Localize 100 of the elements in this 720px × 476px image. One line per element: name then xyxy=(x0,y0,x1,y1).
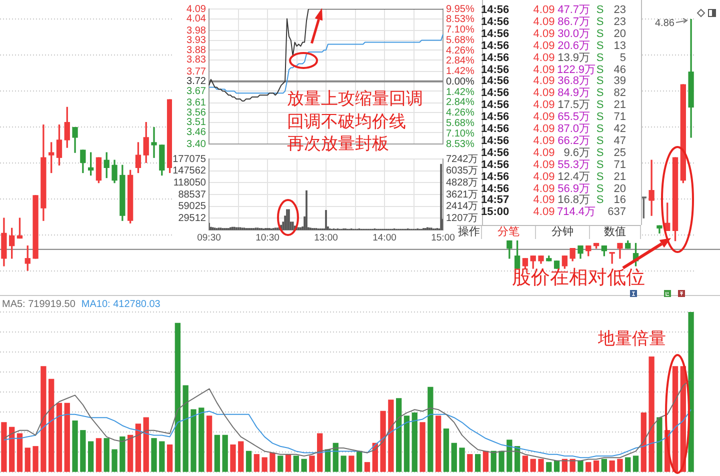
annotation: 17.5万 xyxy=(557,99,590,112)
annotation: 地量倍量 xyxy=(597,329,666,348)
annotation: 56.9万 xyxy=(557,182,590,194)
annotation: S xyxy=(595,146,605,159)
annotation: 14:56 xyxy=(481,134,510,147)
y2-tick-label: 4.26% xyxy=(446,108,474,119)
y-tick-label: 3.67 xyxy=(186,86,206,97)
annotation: 4.09 xyxy=(532,146,556,159)
annotation: S xyxy=(596,64,604,76)
y2-tick-label: 8.53% xyxy=(446,14,474,26)
y2-tick-label: 4.26% xyxy=(446,45,474,56)
annotation: 15:00 xyxy=(481,206,510,218)
annotation: 36.8万 xyxy=(557,75,590,88)
annotation: 47 xyxy=(612,134,626,147)
x-tick-label: 10:30 xyxy=(256,232,280,244)
annotation: 4.09 xyxy=(532,28,556,40)
annotation: 4.09 xyxy=(532,182,556,194)
annotation: 637 xyxy=(606,206,626,218)
annotation: 71 xyxy=(612,158,626,171)
category-label: 分钟 xyxy=(536,226,590,239)
annotation: S xyxy=(595,40,605,52)
annotation: 39 xyxy=(612,75,626,88)
y2-tick-label: 1.42% xyxy=(446,86,474,98)
y-tick-label: 3.61 xyxy=(186,98,206,109)
annotation: S xyxy=(595,16,605,28)
y2-tick-label: 2.84% xyxy=(446,56,474,67)
text: 4.09 xyxy=(532,4,556,16)
annotation: 25 xyxy=(612,146,626,159)
annotation: 4.09 xyxy=(532,194,556,206)
y2-tick-label: 6035万 xyxy=(446,166,478,177)
annotation: 14:56 xyxy=(481,52,510,64)
annotation: 14:56 xyxy=(481,40,510,52)
y-tick-label: 29512 xyxy=(178,212,206,224)
y-tick-label: 147562 xyxy=(172,166,206,177)
annotation: 4.09 xyxy=(532,111,556,124)
annotation: 84.9万 xyxy=(557,87,590,100)
annotation: 4.09 xyxy=(532,75,556,88)
annotation: 12.4万 xyxy=(557,170,590,183)
y-tick-label: 3.46 xyxy=(186,127,206,138)
annotation: 14:56 xyxy=(481,170,510,183)
annotation: 4.09 xyxy=(532,99,556,112)
annotation: 4.09 xyxy=(532,170,556,183)
y-tick-label: 3.88 xyxy=(186,44,206,56)
text: MA10: 412780.03 xyxy=(81,299,160,310)
annotation: 16 xyxy=(612,194,626,206)
annotation: 4.09 xyxy=(532,40,556,52)
y2-tick-label: 2.84% xyxy=(446,97,474,108)
annotation: S xyxy=(595,182,605,194)
annotation: 13 xyxy=(612,40,626,52)
y2-tick-label: 2414万 xyxy=(446,201,478,212)
y-tick-label: 59025 xyxy=(178,201,206,212)
annotation: 13.9万 xyxy=(557,52,590,64)
annotation: 4.09 xyxy=(533,206,555,218)
annotation: 14:56 xyxy=(481,182,510,194)
annotation: 46 xyxy=(612,64,626,76)
y-tick-label: 3.83 xyxy=(186,54,206,66)
annotation: 14:56 xyxy=(481,158,510,171)
y-tick-label: 3.72 xyxy=(186,76,206,88)
y2-tick-label: 9.95% xyxy=(446,4,474,15)
annotation: 122.9万 xyxy=(557,64,596,76)
y-tick-label: 3.93 xyxy=(186,35,206,46)
annotation: 4.09 xyxy=(532,52,556,64)
y2-tick-label: 5.68% xyxy=(446,118,474,129)
y2-tick-label: 1.42% xyxy=(446,66,474,78)
text: 47.7万 xyxy=(557,4,590,16)
y-tick-label: 3.77 xyxy=(186,66,206,78)
y2-tick-label: 8.53% xyxy=(446,138,474,150)
y2-tick-label: 0.00% xyxy=(446,76,474,88)
annotation: 股价在相对低位 xyxy=(512,268,645,289)
annotation: 14:56 xyxy=(481,146,510,159)
x-tick-label: 14:00 xyxy=(372,232,396,244)
annotation: 4.09 xyxy=(532,87,556,100)
text: 23 xyxy=(612,4,626,16)
annotation: 4.09 xyxy=(532,134,556,147)
annotation: 65.5万 xyxy=(557,111,590,124)
x-tick-label: 13:00 xyxy=(314,232,338,244)
annotation: 4.09 xyxy=(532,16,556,28)
category-label: 操作 xyxy=(457,226,482,239)
annotation: S xyxy=(595,99,605,112)
annotation: 4.09 xyxy=(532,123,556,135)
y-tick-label: 4.04 xyxy=(186,14,206,25)
annotation: 9.6万 xyxy=(562,146,590,159)
y2-tick-label: 7242万 xyxy=(446,154,478,165)
y-tick-label: 4.09 xyxy=(186,4,206,15)
text: 14:56 xyxy=(481,4,510,16)
annotation: 71 xyxy=(612,111,626,124)
annotation: 86.7万 xyxy=(557,16,590,28)
annotation: S xyxy=(595,87,605,100)
annotation: S xyxy=(595,123,605,135)
y2-tick-label: 5.68% xyxy=(446,34,474,46)
annotation: S xyxy=(595,28,605,40)
annotation: 23 xyxy=(612,16,626,28)
y2-tick-label: 7.10% xyxy=(446,24,474,36)
annotation: 5 xyxy=(618,52,626,64)
annotation: S xyxy=(595,194,605,206)
category-label: 数值 xyxy=(590,226,641,239)
y-tick-label: 177075 xyxy=(172,154,206,165)
y-tick-label: 88537 xyxy=(178,189,206,200)
y-tick-label: 3.98 xyxy=(186,25,206,36)
annotation: 再次放量封板 xyxy=(287,134,389,154)
